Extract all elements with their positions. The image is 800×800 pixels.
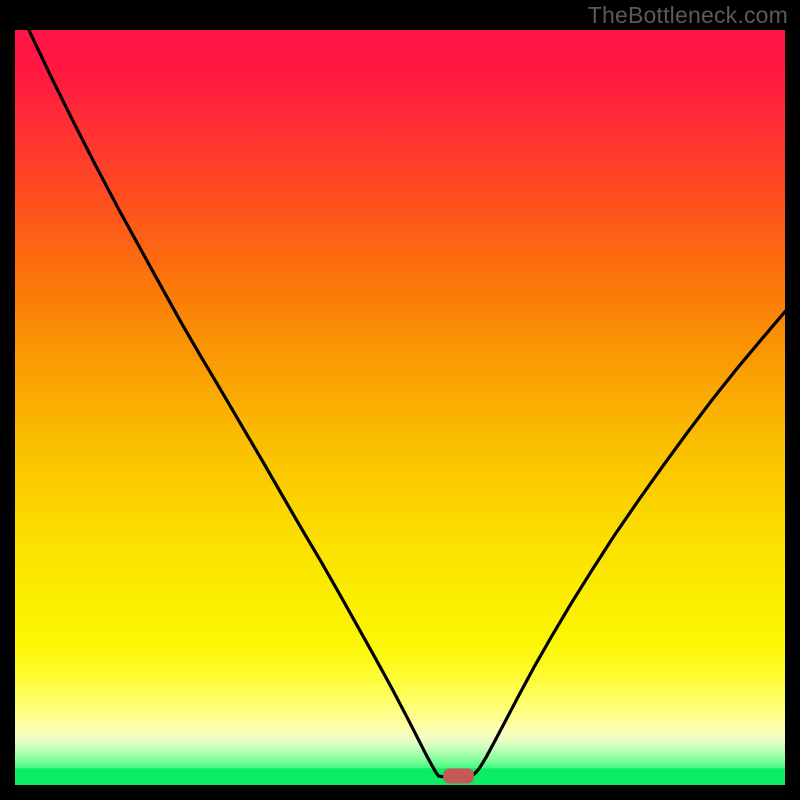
chart-frame: TheBottleneck.com	[0, 0, 800, 800]
bottleneck-curve-chart	[15, 30, 785, 785]
green-band	[15, 768, 785, 785]
watermark-label: TheBottleneck.com	[588, 2, 788, 29]
optimum-marker	[443, 768, 474, 783]
chart-background	[15, 30, 785, 785]
